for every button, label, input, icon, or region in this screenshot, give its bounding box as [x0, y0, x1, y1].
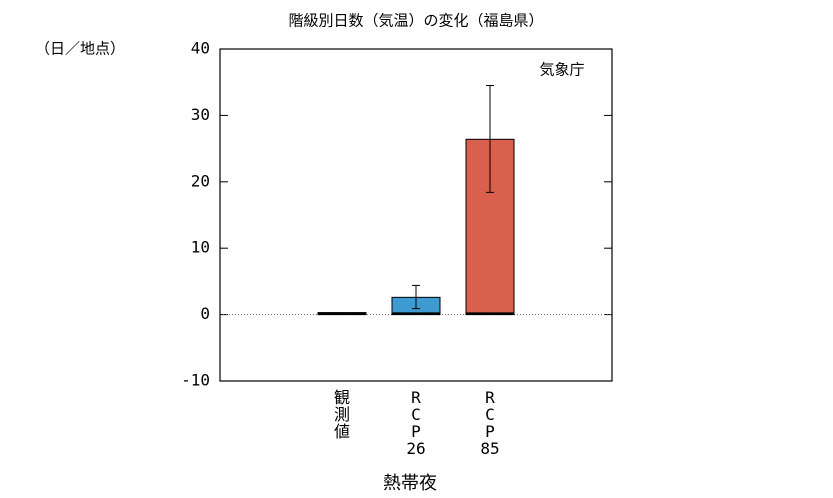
x-tick-label: R C P 85 — [480, 388, 499, 458]
annotation: 気象庁 — [539, 61, 584, 79]
y-tick-label: 30 — [191, 105, 210, 124]
chart-title: 階級別日数（気温）の変化（福島県） — [288, 12, 543, 30]
x-axis-label: 熱帯夜 — [383, 473, 437, 494]
y-tick-label: -10 — [181, 371, 210, 390]
y-tick-label: 10 — [191, 238, 210, 257]
x-tick-label: 観測値 — [334, 388, 350, 441]
y-unit: （日／地点） — [35, 40, 125, 58]
y-tick-label: 20 — [191, 171, 210, 190]
error-bar — [486, 85, 494, 193]
plot-frame — [219, 48, 613, 382]
y-tick-label: 0 — [200, 304, 210, 323]
error-bar — [412, 284, 420, 310]
y-tick-label: 40 — [191, 39, 210, 58]
x-tick-label: R C P 26 — [406, 388, 425, 458]
